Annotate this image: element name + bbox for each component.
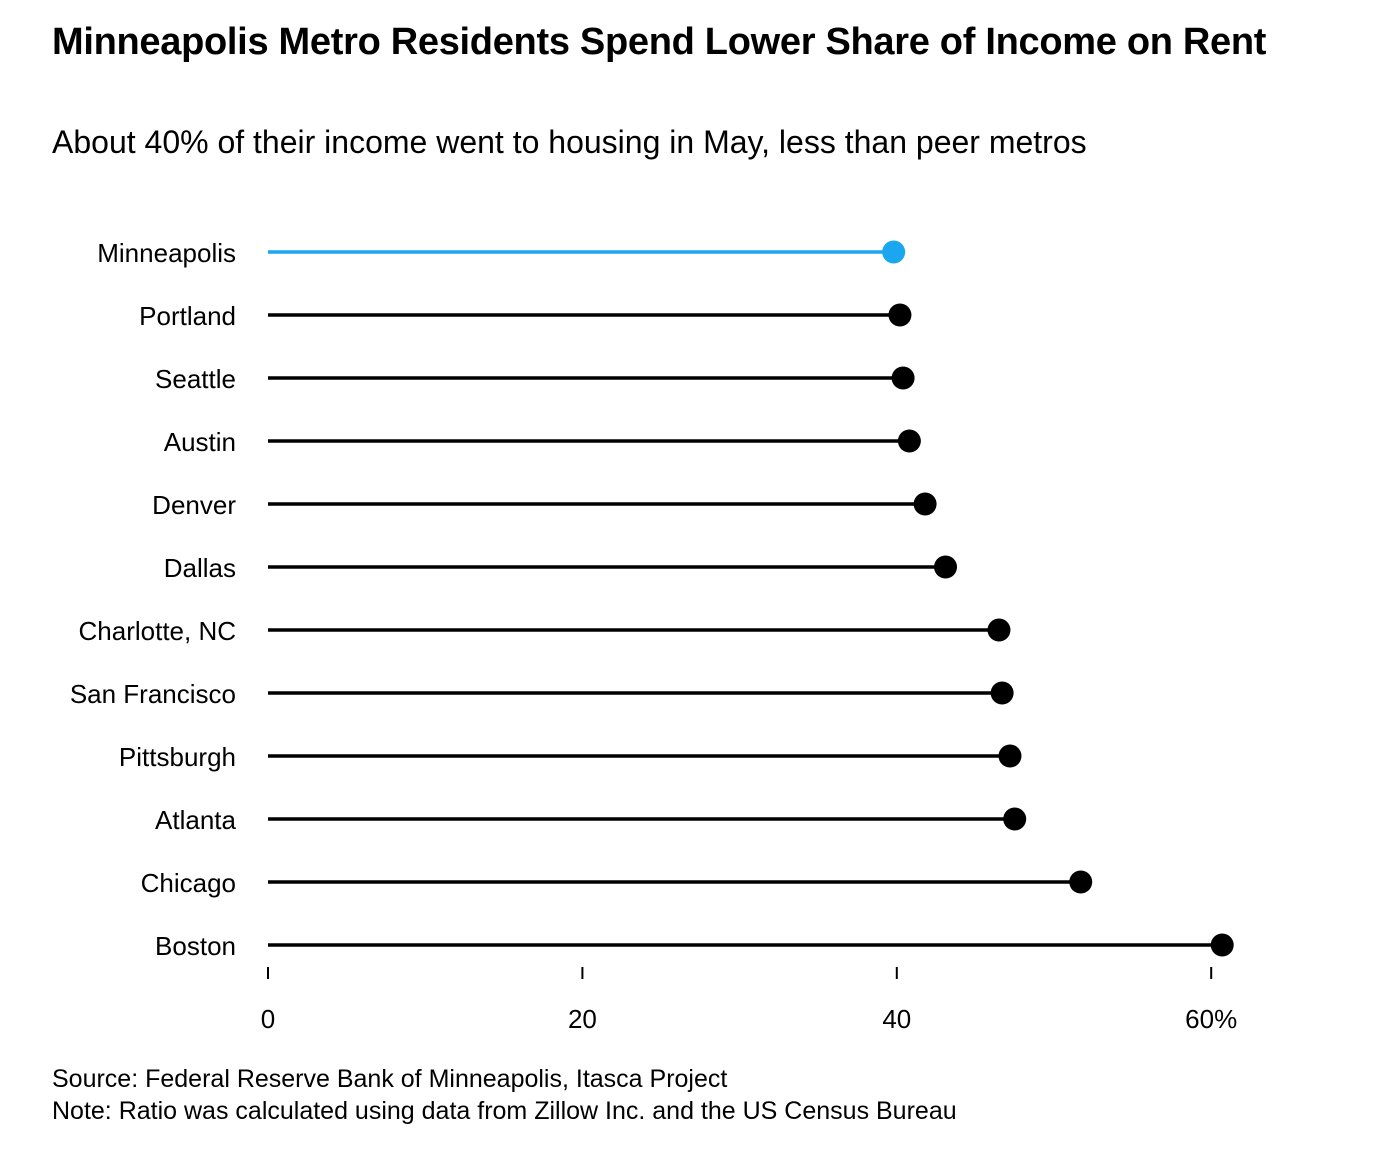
row-charlotte-nc: Charlotte, NC (79, 616, 1011, 646)
row-atlanta: Atlanta (155, 805, 1027, 835)
row-minneapolis: Minneapolis (97, 238, 906, 268)
lollipop-dot (998, 744, 1022, 768)
chart-subtitle: About 40% of their income went to housin… (52, 124, 1087, 160)
lollipop-dot (1210, 933, 1234, 957)
category-label: Denver (152, 490, 236, 520)
lollipop-chart: Minneapolis Portland Seattle Austin Denver Da… (70, 238, 1237, 1034)
lollipop-dot (913, 492, 937, 516)
lollipop-dot (934, 555, 958, 579)
row-austin: Austin (164, 427, 921, 457)
source-note: Source: Federal Reserve Bank of Minneapo… (52, 1065, 728, 1093)
category-label: Atlanta (155, 805, 236, 835)
row-denver: Denver (152, 490, 937, 520)
x-tick-label: 40 (882, 1004, 911, 1034)
x-axis: 0 20 40 60% (261, 967, 1237, 1034)
category-label: Pittsburgh (119, 742, 236, 772)
lollipop-dot (882, 240, 906, 264)
lollipop-dot (897, 429, 921, 453)
method-note: Note: Ratio was calculated using data fr… (52, 1097, 957, 1125)
lollipop-dot (987, 618, 1011, 642)
category-label: Minneapolis (97, 238, 236, 268)
category-label: Portland (139, 301, 236, 331)
category-label: Seattle (155, 364, 236, 394)
chart-title: Minneapolis Metro Residents Spend Lower … (52, 21, 1267, 63)
category-label: Boston (155, 931, 236, 961)
row-dallas: Dallas (164, 553, 958, 583)
lollipop-dot (891, 366, 915, 390)
category-label: San Francisco (70, 679, 236, 709)
chart-footer: Source: Federal Reserve Bank of Minneapo… (52, 1063, 957, 1127)
row-seattle: Seattle (155, 364, 915, 394)
lollipop-dot (888, 303, 912, 327)
row-chicago: Chicago (141, 868, 1093, 898)
row-portland: Portland (139, 301, 912, 331)
category-label: Austin (164, 427, 236, 457)
category-label: Chicago (141, 868, 236, 898)
x-tick-label: 0 (261, 1004, 275, 1034)
category-label: Charlotte, NC (79, 616, 237, 646)
lollipop-dot (1003, 807, 1027, 831)
x-tick-label: 20 (568, 1004, 597, 1034)
x-tick-label: 60% (1185, 1004, 1237, 1034)
row-san-francisco: San Francisco (70, 679, 1014, 709)
lollipop-dot (1069, 870, 1093, 894)
row-pittsburgh: Pittsburgh (119, 742, 1022, 772)
chart-rows: Minneapolis Portland Seattle Austin Denver Da… (70, 238, 1234, 961)
category-label: Dallas (164, 553, 236, 583)
row-boston: Boston (155, 931, 1234, 961)
lollipop-dot (990, 681, 1014, 705)
